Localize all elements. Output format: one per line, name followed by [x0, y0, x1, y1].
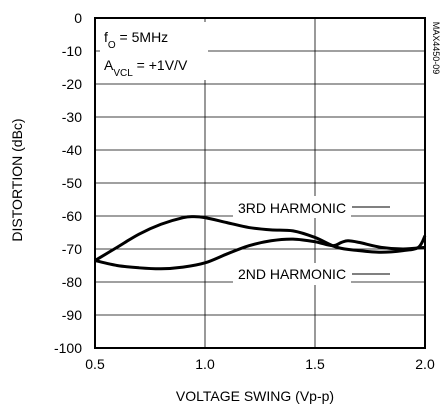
y-tick-label: -100: [54, 340, 82, 356]
y-tick-label: -90: [62, 307, 82, 323]
series-curves: [94, 215, 427, 271]
y-tick-label: -30: [62, 109, 82, 125]
x-tick-labels: 0.5 1.0 1.5 2.0: [85, 356, 435, 372]
series-line-2nd-harmonic: [94, 237, 426, 271]
y-tick-label: -50: [62, 175, 82, 191]
series-line-3rd-harmonic: [94, 215, 427, 262]
plot-frame: [94, 17, 426, 349]
x-tick-label: 1.5: [305, 356, 325, 372]
y-tick-label: 0: [74, 10, 82, 26]
y-tick-label: -70: [62, 241, 82, 257]
y-tick-labels: 0 -10 -20 -30 -40 -50 -60 -70 -80 -90 -100: [54, 10, 82, 356]
y-tick-label: -20: [62, 76, 82, 92]
x-tick-label: 2.0: [415, 356, 435, 372]
label-2nd-background: [233, 263, 351, 285]
y-axis-title: DISTORTION (dBc): [9, 118, 25, 241]
condition-gain: AVCL = +1V/V: [104, 57, 188, 79]
series-label-2nd-harmonic: 2ND HARMONIC: [238, 266, 346, 282]
y-tick-label: -40: [62, 142, 82, 158]
series-label-3rd-harmonic: 3RD HARMONIC: [238, 200, 346, 216]
x-tick-label: 1.0: [195, 356, 215, 372]
y-tick-label: -60: [62, 208, 82, 224]
x-tick-label: 0.5: [85, 356, 105, 372]
condition-frequency: fO = 5MHz: [104, 29, 168, 51]
label-3rd-background: [233, 196, 351, 218]
x-axis-title: VOLTAGE SWING (Vp-p): [176, 388, 334, 404]
y-tick-label: -80: [62, 274, 82, 290]
figure-code: MAX4450-09: [431, 22, 441, 75]
condition-text-background: [100, 22, 208, 80]
y-tick-label: -10: [62, 43, 82, 59]
